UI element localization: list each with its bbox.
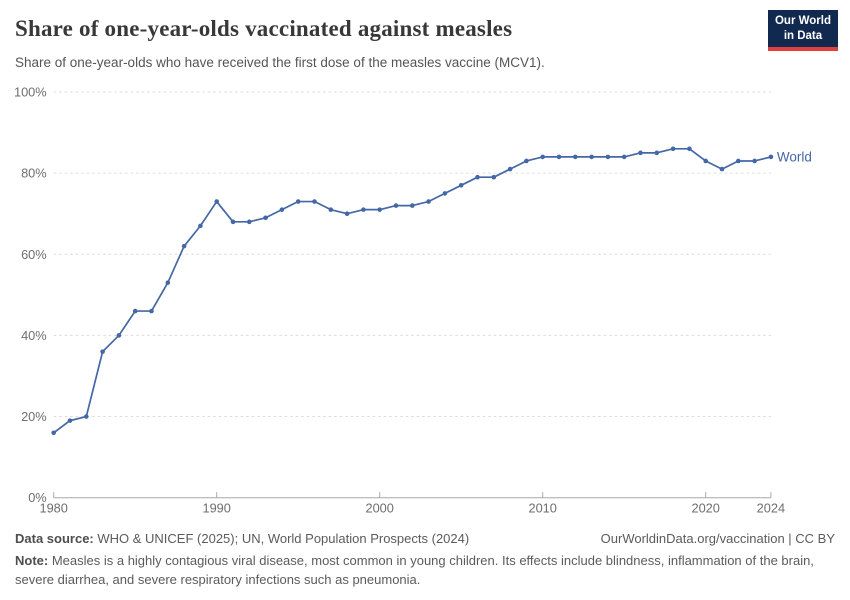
data-point bbox=[442, 191, 448, 196]
data-point bbox=[687, 146, 692, 152]
y-axis-tick-label: 100% bbox=[14, 84, 47, 99]
chart-title: Share of one-year-olds vaccinated agains… bbox=[15, 16, 513, 41]
y-axis-tick-label: 20% bbox=[21, 409, 47, 424]
data-point bbox=[263, 215, 268, 221]
chart-note: Note: Measles is a highly contagious vir… bbox=[15, 552, 821, 589]
data-point bbox=[458, 183, 464, 188]
data-point bbox=[410, 203, 415, 208]
data-point bbox=[589, 154, 594, 160]
data-point bbox=[605, 154, 611, 160]
data-point bbox=[198, 223, 203, 229]
license-link[interactable]: OurWorldinData.org/vaccination | CC BY bbox=[600, 531, 835, 546]
y-axis-tick-label: 80% bbox=[21, 166, 47, 181]
y-axis-tick-label: 60% bbox=[21, 247, 47, 262]
data-point bbox=[621, 154, 627, 160]
data-point bbox=[328, 207, 334, 212]
data-point bbox=[524, 158, 529, 164]
x-axis-tick-label: 2000 bbox=[365, 501, 393, 516]
data-point bbox=[214, 199, 219, 204]
data-point bbox=[670, 146, 676, 152]
data-point bbox=[719, 166, 725, 172]
chart-subtitle: Share of one-year-olds who have received… bbox=[15, 55, 545, 70]
chart-footer: Data source: WHO & UNICEF (2025); UN, Wo… bbox=[15, 530, 835, 589]
line-chart: 0% 20% 40% 60% 80% 100% 1980 1990 2000 2010 2020 20… bbox=[14, 84, 812, 516]
y-axis-tick-label: 0% bbox=[28, 490, 47, 505]
data-point bbox=[165, 280, 171, 285]
data-point bbox=[507, 166, 513, 172]
data-point bbox=[736, 158, 741, 164]
x-axis-tick-label: 2010 bbox=[528, 501, 556, 516]
x-axis-tick-label: 2020 bbox=[691, 501, 719, 516]
data-source-label: Data source: bbox=[15, 531, 94, 546]
data-point bbox=[132, 308, 138, 314]
data-point bbox=[230, 219, 236, 225]
data-point bbox=[279, 207, 285, 212]
data-point bbox=[475, 174, 480, 180]
data-point bbox=[768, 154, 774, 160]
data-point bbox=[491, 174, 497, 180]
series-label-world[interactable]: World bbox=[777, 150, 812, 165]
data-point bbox=[84, 414, 89, 419]
data-source: Data source: WHO & UNICEF (2025); UN, Wo… bbox=[15, 530, 469, 548]
owid-logo-line2: in Data bbox=[783, 29, 823, 42]
data-point bbox=[116, 333, 122, 338]
data-point bbox=[247, 219, 252, 225]
data-source-text: WHO & UNICEF (2025); UN, World Populatio… bbox=[93, 531, 470, 546]
data-point bbox=[67, 418, 73, 423]
x-axis-tick-label: 1990 bbox=[202, 501, 230, 516]
data-point bbox=[344, 211, 350, 217]
data-point bbox=[703, 158, 708, 164]
data-point bbox=[149, 308, 154, 314]
data-point bbox=[556, 154, 562, 160]
data-point bbox=[393, 203, 399, 208]
data-point bbox=[540, 154, 545, 160]
data-point bbox=[638, 150, 643, 156]
data-point bbox=[654, 150, 660, 156]
data-point bbox=[312, 199, 317, 204]
owid-logo-line1: Our World bbox=[774, 15, 831, 27]
y-axis-tick-label: 40% bbox=[21, 328, 47, 343]
note-text: Measles is a highly contagious viral dis… bbox=[15, 553, 814, 587]
data-point bbox=[361, 207, 366, 212]
data-point bbox=[51, 430, 56, 436]
data-point bbox=[100, 349, 105, 354]
data-point bbox=[752, 158, 757, 164]
data-point bbox=[377, 207, 383, 212]
x-axis-tick-label: 1980 bbox=[39, 501, 67, 516]
data-point bbox=[295, 199, 301, 204]
data-point bbox=[573, 154, 578, 160]
x-axis-tick-label: 2024 bbox=[757, 501, 785, 516]
world-line bbox=[52, 147, 772, 434]
data-point bbox=[426, 199, 431, 204]
owid-logo[interactable]: Our World in Data bbox=[767, 10, 838, 51]
data-point bbox=[181, 243, 187, 249]
note-label: Note: bbox=[15, 553, 49, 569]
